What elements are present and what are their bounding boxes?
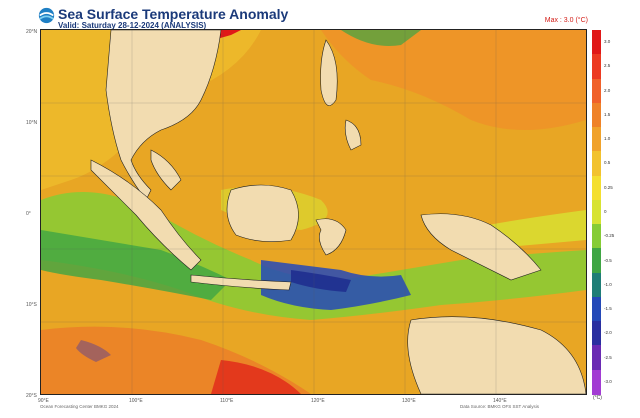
max-value-label: Max : 3.0 (°C) — [544, 17, 588, 24]
colorbar-segment — [592, 78, 601, 104]
colorbar-segment — [592, 127, 601, 153]
colorbar-segment — [592, 30, 601, 55]
colorbar-segment — [592, 151, 601, 177]
colorbar-label: -3.0 — [604, 378, 612, 384]
colorbar-label: 2.0 — [604, 87, 611, 93]
credit-left: Ocean Forecasting Center BMKG 2024 — [40, 404, 119, 409]
latitude-label: 10°N — [26, 120, 38, 126]
longitude-label: 130°E — [402, 398, 416, 404]
map-header: Sea Surface Temperature Anomaly Valid: S… — [38, 6, 338, 32]
colorbar-label: 3.0 — [604, 39, 611, 45]
valid-date: Valid: Saturday 28-12-2024 (ANALYSIS) — [58, 21, 207, 30]
latitude-label: 20°N — [26, 29, 38, 35]
longitude-label: 140°E — [493, 398, 507, 404]
colorbar-segment — [592, 369, 601, 395]
latitude-label: 10°S — [26, 302, 37, 308]
longitude-label: 110°E — [220, 398, 234, 404]
map-canvas — [41, 30, 586, 394]
longitude-label: 100°E — [129, 398, 143, 404]
map-title: Sea Surface Temperature Anomaly — [58, 6, 289, 22]
colorbar-label: -1.5 — [604, 306, 612, 312]
bmkg-logo-icon — [38, 7, 55, 24]
colorbar-label: 2.5 — [604, 63, 611, 69]
colorbar-label: -2.5 — [604, 354, 612, 360]
longitude-label: 120°E — [311, 398, 325, 404]
colorbar-segment — [592, 321, 601, 347]
colorbar-label: -0.5 — [604, 257, 612, 263]
latitude-label: 20°S — [26, 393, 37, 399]
colorbar-label: 1.5 — [604, 111, 611, 117]
colorbar-segment — [592, 175, 601, 201]
colorbar-segment — [592, 272, 601, 298]
longitude-label: 90°E — [38, 398, 49, 404]
sst-anomaly-map — [40, 29, 587, 395]
colorbar-segment — [592, 102, 601, 128]
colorbar-segment — [592, 296, 601, 322]
colorbar-label: 0 — [604, 209, 607, 214]
colorbar-label: -0.25 — [604, 233, 615, 239]
colorbar-label: 0.25 — [604, 184, 613, 190]
colorbar-segment — [592, 224, 601, 250]
colorbar-segment — [592, 248, 601, 274]
colorbar-unit: (°C) — [593, 395, 602, 401]
colorbar-segment — [592, 199, 601, 225]
credit-right: Data Source: BMKG OFS SST Analysis — [460, 404, 539, 409]
anomaly-colorbar — [592, 30, 601, 395]
colorbar-label: -1.0 — [604, 281, 612, 287]
colorbar-label: 0.5 — [604, 160, 611, 166]
colorbar-label: 1.0 — [604, 136, 611, 142]
colorbar-segment — [592, 345, 601, 371]
colorbar-segment — [592, 54, 601, 80]
colorbar-label: -2.0 — [604, 330, 612, 336]
latitude-label: 0° — [26, 211, 31, 217]
